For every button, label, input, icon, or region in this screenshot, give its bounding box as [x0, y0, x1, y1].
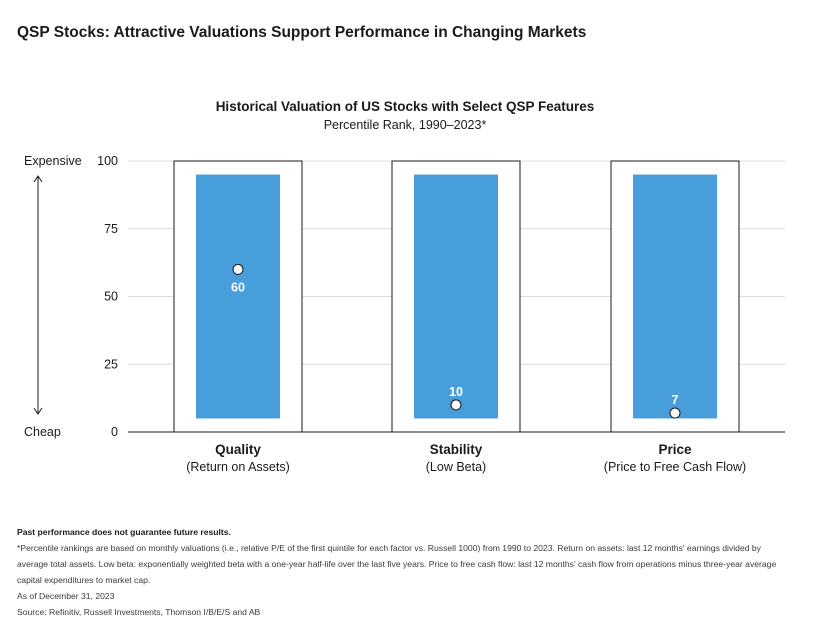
- category-label: Stability: [430, 442, 483, 457]
- value-point: [450, 399, 462, 411]
- bar-group-stability: 10 Stability (Low Beta): [391, 160, 521, 474]
- y-tick-label: 75: [104, 222, 118, 236]
- y-axis-ticks: 0 25 50 75 100: [97, 154, 118, 439]
- source-line: Source: Refinitiv, Russell Investments, …: [17, 607, 261, 617]
- footnote-line-2: average total assets. Low beta: exponent…: [17, 559, 777, 569]
- data-label: 60: [231, 280, 245, 294]
- valuation-chart: Historical Valuation of US Stocks with S…: [24, 99, 785, 474]
- category-label: Quality: [215, 442, 261, 457]
- bar-range: [414, 174, 498, 419]
- footnote-line-3: capital expenditures to market cap.: [17, 575, 151, 585]
- chart-subtitle: Percentile Rank, 1990–2023*: [324, 118, 487, 132]
- data-label: 7: [672, 393, 679, 407]
- as-of-date: As of December 31, 2023: [17, 591, 115, 601]
- bar-group-quality: 60 Quality (Return on Assets): [173, 160, 303, 474]
- category-sublabel: (Return on Assets): [186, 460, 290, 474]
- chart-title: Historical Valuation of US Stocks with S…: [216, 99, 595, 114]
- data-label: 10: [449, 385, 463, 399]
- bar-range: [633, 174, 717, 419]
- y-tick-label: 25: [104, 357, 118, 371]
- bar-range: [196, 174, 280, 419]
- category-label: Price: [658, 442, 692, 457]
- category-sublabel: (Low Beta): [426, 460, 486, 474]
- footnotes: Past performance does not guarantee futu…: [17, 524, 802, 620]
- footnote-line-1: *Percentile rankings are based on monthl…: [17, 543, 761, 553]
- bars: 60 Quality (Return on Assets) 10 Stability (L…: [173, 160, 746, 474]
- category-sublabel: (Price to Free Cash Flow): [604, 460, 746, 474]
- y-axis-expensive-label: Expensive: [24, 154, 82, 168]
- value-point: [232, 263, 244, 275]
- bar-group-price: 7 Price (Price to Free Cash Flow): [604, 160, 746, 474]
- y-axis-arrow: [33, 175, 43, 415]
- y-tick-label: 0: [111, 425, 118, 439]
- y-tick-label: 50: [104, 290, 118, 304]
- page-title: QSP Stocks: Attractive Valuations Suppor…: [17, 24, 587, 41]
- disclaimer: Past performance does not guarantee futu…: [17, 527, 231, 537]
- y-tick-label: 100: [97, 154, 118, 168]
- value-point: [669, 407, 681, 419]
- y-axis-cheap-label: Cheap: [24, 425, 61, 439]
